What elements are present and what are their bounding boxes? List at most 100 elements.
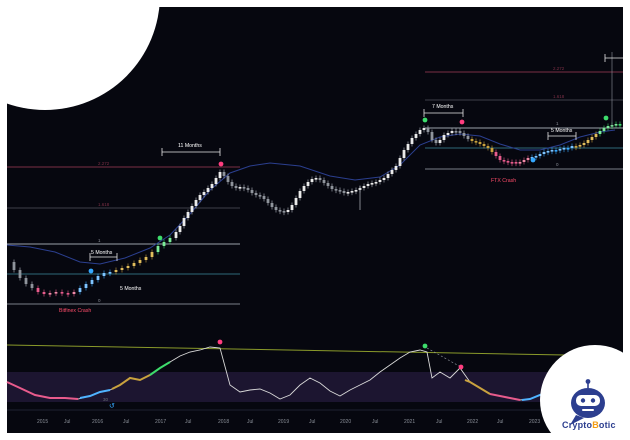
candle-body bbox=[270, 203, 274, 207]
candle-body bbox=[454, 131, 458, 133]
osc-segment-pink-b bbox=[489, 393, 521, 401]
marker-blue-b bbox=[530, 157, 536, 163]
candle-body bbox=[42, 292, 46, 294]
candle-body bbox=[406, 144, 410, 150]
candle-body bbox=[250, 190, 254, 193]
candle-body bbox=[402, 150, 406, 158]
candle-body bbox=[274, 207, 278, 210]
osc-segment-gold-a bbox=[111, 374, 151, 390]
candle-body bbox=[618, 124, 622, 126]
candle-body bbox=[222, 172, 226, 176]
candle-body bbox=[226, 176, 230, 182]
candle-body bbox=[518, 162, 522, 164]
candle-body bbox=[294, 198, 298, 205]
fib-label-1618-b: 1.618 bbox=[553, 94, 565, 99]
candle-body bbox=[162, 242, 166, 246]
candle-body bbox=[554, 150, 558, 152]
candle-body bbox=[132, 263, 136, 266]
candle-body bbox=[168, 238, 172, 242]
candle-body bbox=[386, 174, 390, 178]
candle-body bbox=[534, 156, 538, 158]
candle-body bbox=[234, 186, 238, 188]
candle-body bbox=[266, 199, 270, 203]
candle-body bbox=[566, 148, 570, 150]
osc-dot-green bbox=[422, 343, 428, 349]
candle-body bbox=[310, 179, 314, 182]
candle-body bbox=[78, 288, 82, 292]
candle-body bbox=[342, 191, 346, 193]
osc-segment-blue-a bbox=[79, 389, 111, 399]
arrow-7m bbox=[423, 109, 464, 117]
fib-label-0-b: 0 bbox=[556, 162, 559, 167]
candle-body bbox=[210, 184, 214, 188]
x-tick-label: Jul bbox=[497, 419, 503, 425]
candle-body bbox=[598, 131, 602, 134]
candle-body bbox=[390, 170, 394, 174]
candle-body bbox=[422, 128, 426, 130]
robot-icon bbox=[570, 379, 605, 425]
candle-body bbox=[302, 186, 306, 191]
candle-body bbox=[72, 292, 76, 294]
candle-body bbox=[582, 143, 586, 145]
oscillator-trendline bbox=[6, 344, 624, 357]
candle-body bbox=[102, 273, 106, 276]
candles bbox=[12, 52, 622, 298]
label-7-months: 7 Months bbox=[432, 104, 454, 110]
candle-body bbox=[338, 190, 342, 192]
candle-body bbox=[350, 191, 354, 193]
arrow-top-right bbox=[604, 54, 623, 62]
candle-body bbox=[494, 152, 498, 156]
candle-body bbox=[258, 195, 262, 197]
osc-segment-green-a bbox=[149, 361, 171, 376]
candle-body bbox=[290, 205, 294, 210]
candle-body bbox=[614, 124, 618, 126]
fib-label-1-b: 1 bbox=[556, 121, 559, 126]
candle-body bbox=[526, 158, 530, 160]
candle-body bbox=[246, 188, 250, 190]
x-tick-label: Jul bbox=[247, 419, 253, 425]
candle-body bbox=[238, 187, 242, 189]
x-tick-label: Jul bbox=[64, 419, 70, 425]
candle-body bbox=[434, 140, 438, 143]
label-ftx-crash: FTX Crash bbox=[491, 178, 516, 184]
fib-group-2017: 2.272 1.618 1 0 bbox=[7, 161, 240, 305]
osc-dot-pink-b bbox=[458, 364, 464, 370]
candle-body bbox=[570, 146, 574, 148]
candle-body bbox=[366, 184, 370, 186]
candle-body bbox=[24, 278, 28, 284]
candle-body bbox=[84, 284, 88, 288]
x-tick-label: 2019 bbox=[278, 419, 289, 425]
candle-body bbox=[108, 272, 112, 274]
candle-body bbox=[514, 162, 518, 164]
label-bitfinex-crash: Bitfinex Crash bbox=[59, 308, 91, 314]
x-tick-label: 2023 bbox=[529, 419, 540, 425]
candle-body bbox=[530, 157, 534, 159]
candle-body bbox=[594, 134, 598, 137]
label-5-months-a: 5 Months bbox=[91, 250, 113, 256]
candle-body bbox=[482, 144, 486, 146]
candle-body bbox=[60, 292, 64, 294]
candle-body bbox=[394, 166, 398, 170]
candle-body bbox=[474, 141, 478, 143]
candle-body bbox=[414, 134, 418, 138]
x-tick-label: Jul bbox=[123, 419, 129, 425]
candle-body bbox=[542, 152, 546, 154]
candle-body bbox=[346, 192, 350, 194]
candle-body bbox=[202, 192, 206, 195]
markers bbox=[88, 115, 609, 274]
candle-body bbox=[194, 200, 198, 206]
fib-group-2021: 2.272 1.618 1 0 bbox=[425, 66, 623, 170]
candle-body bbox=[498, 156, 502, 160]
candle-body bbox=[96, 276, 100, 280]
candle-body bbox=[282, 211, 286, 213]
candle-body bbox=[410, 138, 414, 144]
marker-green-b bbox=[422, 117, 428, 123]
fib-label-1618-a: 1.618 bbox=[98, 202, 110, 207]
candle-body bbox=[54, 292, 58, 294]
candle-body bbox=[546, 151, 550, 153]
x-tick-label: Jul bbox=[309, 419, 315, 425]
label-11-months: 11 Months bbox=[178, 143, 202, 149]
candle-body bbox=[398, 158, 402, 166]
candle-body bbox=[18, 270, 22, 278]
